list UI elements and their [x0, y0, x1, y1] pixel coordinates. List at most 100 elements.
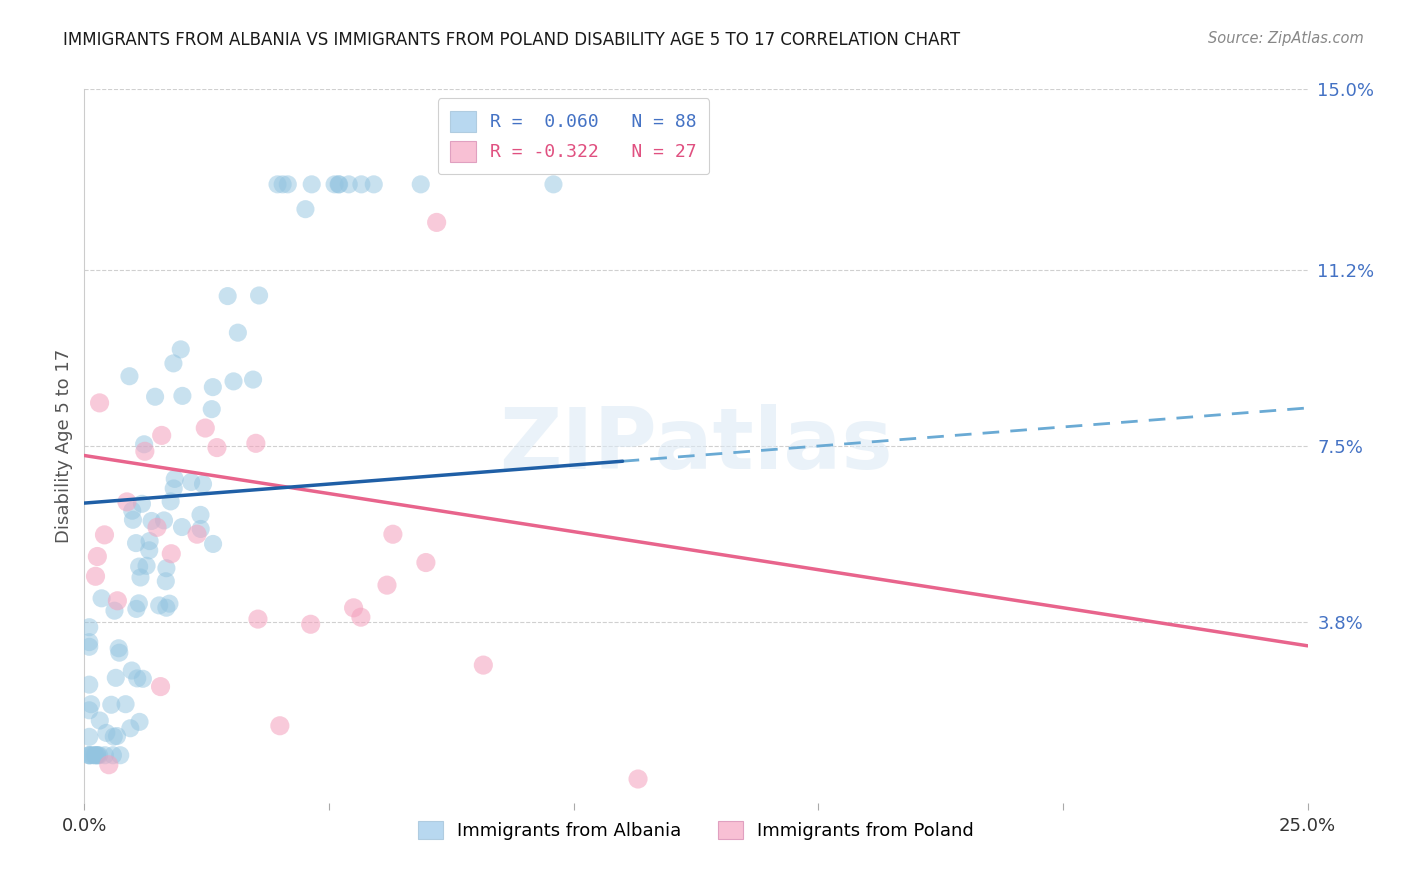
Point: [155, 574, 177, 589]
Point: [86, 748, 108, 763]
Point: [415, 556, 437, 570]
Text: IMMIGRANTS FROM ALBANIA VS IMMIGRANTS FROM POLAND DISABILITY AGE 5 TO 17 CORRELA: IMMIGRANTS FROM ALBANIA VS IMMIGRANTS FR…: [63, 31, 960, 49]
Point: [155, 600, 177, 615]
Point: [128, 714, 150, 729]
Point: [90, 591, 112, 606]
Point: [409, 178, 432, 192]
Point: [121, 504, 143, 518]
Point: [77, 678, 100, 692]
Point: [134, 444, 156, 458]
Y-axis label: Disability Age 5 to 17: Disability Age 5 to 17: [55, 349, 73, 543]
Point: [141, 514, 163, 528]
Point: [226, 326, 249, 340]
Point: [97, 757, 120, 772]
Point: [163, 482, 186, 496]
Point: [138, 534, 160, 549]
Point: [77, 620, 100, 634]
Point: [77, 635, 100, 649]
Point: [426, 215, 449, 229]
Point: [108, 646, 131, 660]
Point: [381, 527, 404, 541]
Point: [162, 356, 184, 370]
Point: [134, 437, 156, 451]
Point: [146, 520, 169, 534]
Point: [222, 375, 245, 389]
Point: [87, 748, 110, 763]
Point: [125, 602, 148, 616]
Point: [80, 697, 103, 711]
Point: [79, 748, 101, 763]
Point: [299, 617, 322, 632]
Point: [170, 343, 193, 357]
Point: [153, 513, 176, 527]
Point: [247, 288, 270, 302]
Point: [150, 428, 173, 442]
Point: [472, 658, 495, 673]
Point: [86, 549, 108, 564]
Point: [118, 369, 141, 384]
Point: [135, 558, 157, 573]
Point: [101, 748, 124, 763]
Point: [131, 497, 153, 511]
Point: [89, 396, 111, 410]
Point: [82, 748, 104, 763]
Point: [143, 390, 166, 404]
Point: [125, 536, 148, 550]
Point: [269, 719, 291, 733]
Point: [103, 604, 125, 618]
Legend: Immigrants from Albania, Immigrants from Poland: Immigrants from Albania, Immigrants from…: [411, 814, 981, 847]
Point: [77, 748, 100, 763]
Point: [84, 748, 107, 763]
Point: [107, 641, 129, 656]
Point: [159, 597, 181, 611]
Point: [96, 726, 118, 740]
Point: [77, 730, 100, 744]
Point: [122, 513, 145, 527]
Point: [194, 421, 217, 435]
Point: [323, 178, 346, 192]
Point: [114, 697, 136, 711]
Point: [266, 178, 288, 192]
Point: [84, 569, 107, 583]
Point: [172, 389, 194, 403]
Point: [180, 475, 202, 489]
Point: [89, 714, 111, 728]
Point: [205, 441, 228, 455]
Point: [105, 594, 128, 608]
Text: Source: ZipAtlas.com: Source: ZipAtlas.com: [1208, 31, 1364, 46]
Point: [375, 578, 398, 592]
Point: [190, 522, 212, 536]
Point: [103, 730, 125, 744]
Point: [84, 748, 107, 763]
Point: [160, 547, 183, 561]
Point: [271, 178, 294, 192]
Point: [149, 680, 172, 694]
Point: [104, 671, 127, 685]
Point: [93, 528, 115, 542]
Point: [328, 178, 350, 192]
Point: [163, 472, 186, 486]
Point: [127, 672, 149, 686]
Point: [132, 672, 155, 686]
Point: [128, 596, 150, 610]
Point: [543, 178, 565, 192]
Point: [138, 543, 160, 558]
Point: [294, 202, 316, 217]
Point: [94, 748, 117, 763]
Point: [201, 380, 224, 394]
Point: [77, 748, 100, 763]
Point: [350, 610, 373, 624]
Point: [186, 527, 208, 541]
Point: [100, 698, 122, 712]
Point: [190, 508, 212, 522]
Point: [342, 600, 364, 615]
Point: [246, 612, 269, 626]
Point: [110, 748, 132, 763]
Point: [170, 520, 193, 534]
Point: [86, 748, 108, 763]
Point: [129, 570, 152, 584]
Point: [202, 537, 225, 551]
Point: [627, 772, 650, 786]
Point: [191, 477, 214, 491]
Point: [350, 178, 373, 192]
